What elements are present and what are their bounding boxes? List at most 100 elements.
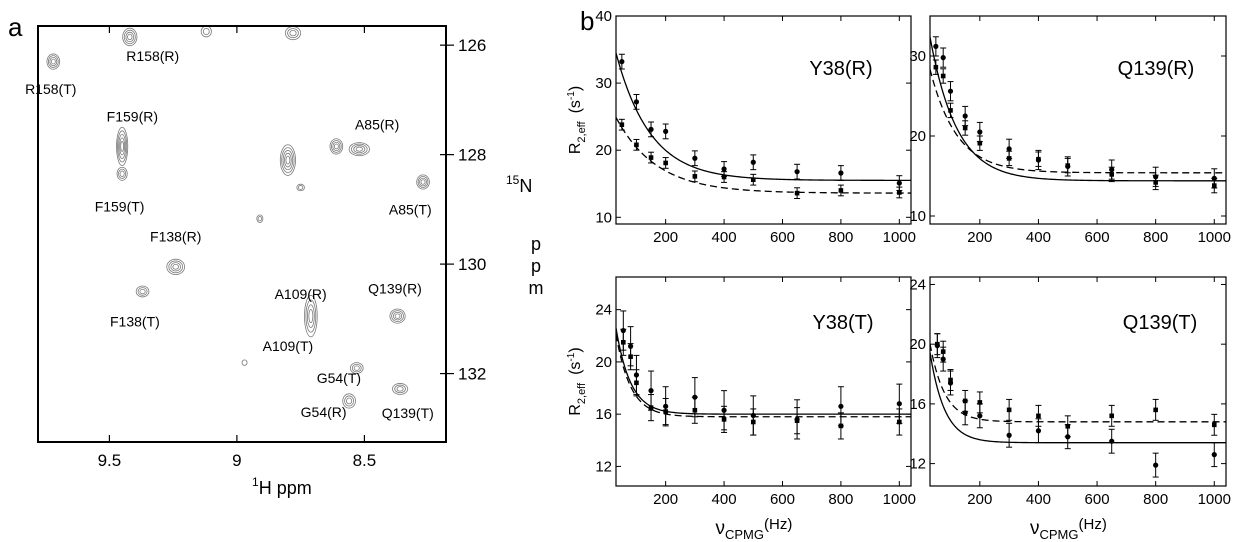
x-axis-label-superscript: 1 [252,475,259,489]
data-point [1153,180,1158,185]
spectrum-frame [37,25,447,443]
x-tick-label: 400 [1026,229,1051,246]
contour-ring [46,53,61,70]
data-point [948,377,953,383]
data-point [692,407,698,413]
contour-peak [348,142,370,157]
contour-peaks [46,26,430,409]
peak-label: R158(T) [25,81,76,97]
data-point [838,403,844,409]
data-point [648,388,654,394]
x-tick-label: 200 [967,229,992,246]
contour-ring [172,264,179,270]
contour-ring [287,28,299,39]
data-point [1006,156,1012,161]
contour-ring [139,288,146,295]
contour-ring [168,260,183,274]
data-point [977,400,983,405]
y-axis-label: R2,eff (s-1) [566,347,588,415]
axes-frame [929,15,1227,225]
y-tick-label: 20 [595,142,612,159]
contour-ring [333,143,339,150]
contour-peak [416,174,430,190]
contour-peak [122,27,138,47]
contour-peak [46,53,61,70]
x-tick-label: 8.5 [353,451,377,470]
contour-ring [392,383,409,395]
data-point [947,88,954,94]
y-tick-label: 126 [458,36,486,55]
data-point [896,180,902,186]
y-tick-label: 20 [909,336,926,353]
y-tick-label: 24 [909,276,926,293]
x-axis-label: νCPMG(Hz) [716,516,793,542]
contour-ring [47,55,59,68]
contour-ring [116,126,129,166]
data-point [1006,146,1012,152]
data-point [1006,407,1012,413]
contour-ring [394,313,401,319]
x-tick-label: 200 [653,491,678,508]
data-point [935,341,940,347]
y-axis-label-text: N [519,176,532,196]
contour-ring [122,27,138,47]
y-axis-label-unit-close: ) [567,86,584,91]
y-tick-label: 16 [595,406,612,423]
contour-peak [304,294,318,338]
contour-ring [118,168,127,179]
fit-curve-dashed [930,343,1226,423]
contour-ring [49,56,58,67]
contour-ring [137,287,148,296]
x-tick-label: 800 [828,491,853,508]
data-point [750,177,756,183]
y-axis-label: R2,eff (s-1) [566,86,588,154]
contour-ring [241,359,248,366]
dispersion-subplot: 200 400 600 800 1000 10 20 30 Q139(R) [909,15,1231,246]
panel-label-a: a [8,12,23,42]
plot-area [930,333,1226,478]
y-axis-label: 15N [506,173,532,196]
fit-curve-solid [616,52,911,182]
data-point [721,174,727,180]
x-tick-label: 9.5 [98,451,122,470]
contour-peak [329,138,344,155]
x-tick-label: 600 [1085,491,1110,508]
contour-ring [296,183,305,192]
contour-ring [304,294,318,338]
contour-peak [166,258,186,275]
x-tick-label: 800 [1143,229,1168,246]
contour-peak [256,214,264,223]
data-point [663,128,669,135]
dispersion-subplot: 200 400 600 800 1000 12 16 20 24 Y38(T) R2,eff (s-1… [566,276,916,542]
contour-ring [305,299,317,333]
contour-ring [353,365,360,371]
contour-ring [331,140,342,153]
data-point [750,419,756,425]
contour-ring [419,177,427,187]
peak-label: A85(R) [355,117,399,133]
contour-ring [127,33,133,41]
y-axis-label-unit: (s [567,362,584,375]
contour-ring [202,27,210,36]
y-tick-label: 24 [595,302,612,319]
x-tick-label: 200 [967,491,992,508]
y-tick-label: 10 [909,208,926,225]
data-point [794,169,800,175]
contour-ring [355,146,363,152]
data-point [634,380,639,386]
x-axis-label-subscript: CPMG [725,527,764,542]
contour-ring [282,150,294,171]
y-axis-label-main: R [567,143,584,155]
data-point [897,190,902,195]
data-point [1109,413,1115,419]
y-axis-label-subscript: 2,eff [576,120,588,142]
panel-label-b: b [580,6,594,36]
data-point [1211,183,1217,188]
contour-ring [166,258,186,275]
data-point [692,155,698,161]
contour-ring [342,393,356,409]
relaxation-dispersion-panels: 200 400 600 800 100010203040Y38(R)R2,eff(s-1… [566,8,1231,542]
dispersion-subplot: 200 400 600 800 1000 12 16 20 24 Q139(T) νCPMG(Hz) [909,276,1231,542]
contour-peak [342,393,356,409]
